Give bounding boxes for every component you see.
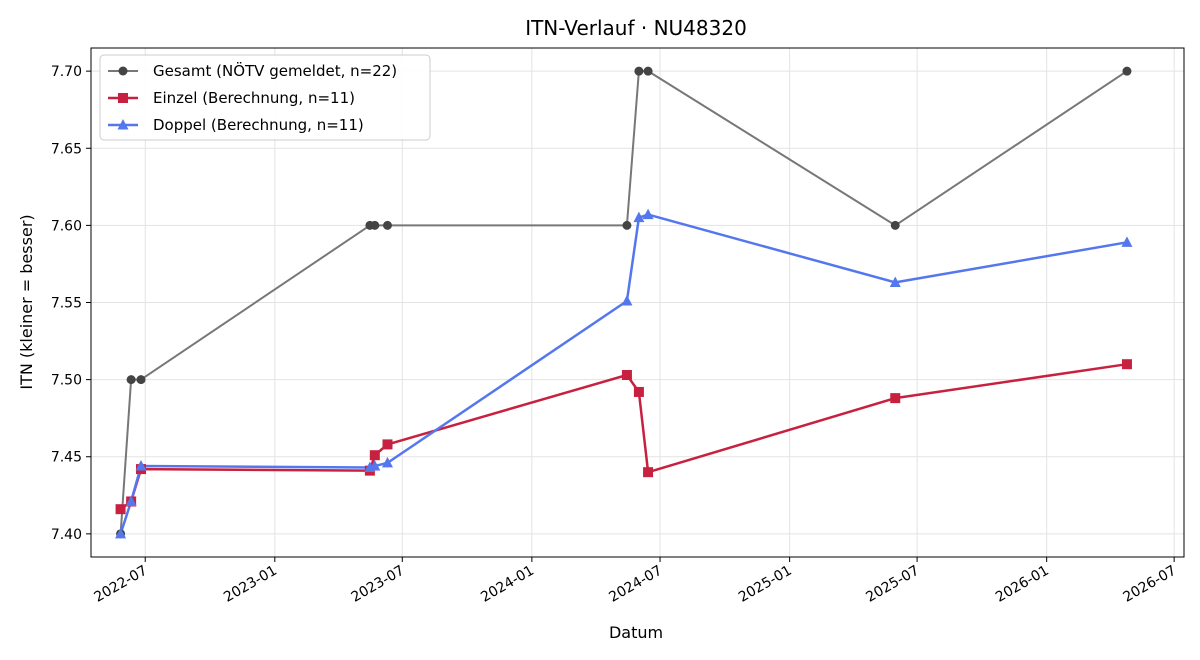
legend-box <box>99 54 431 141</box>
series-3-point <box>1121 236 1133 247</box>
series-1-point <box>643 66 653 76</box>
series-3-point <box>621 294 633 306</box>
legend-label: Einzel (Berechnung, n=11) <box>153 89 355 107</box>
legend-swatch-marker <box>118 93 128 103</box>
x-axis-label: Datum <box>609 623 663 642</box>
y-tick-label: 7.70 <box>51 64 82 80</box>
series-2-point <box>115 504 126 515</box>
series-1-point <box>634 66 644 76</box>
series-3-point <box>642 208 654 220</box>
series-3-point <box>115 527 127 539</box>
series-3-point <box>369 459 381 471</box>
series-2-point <box>890 393 901 404</box>
chart-title: ITN-Verlauf · NU48320 <box>525 16 747 40</box>
series-1-point <box>370 220 380 230</box>
series-2-point <box>633 386 644 397</box>
y-axis-ticks: 7.40 7.45 7.50 7.55 7.60 7.65 7.70 <box>51 64 91 543</box>
series-1-point <box>136 375 146 385</box>
series-3-point <box>125 495 137 506</box>
series-markers <box>115 66 1133 539</box>
y-tick-label: 7.50 <box>51 373 82 389</box>
series-2-point <box>369 450 380 461</box>
series-1-point <box>126 375 136 385</box>
y-tick-label: 7.40 <box>51 527 82 543</box>
series-1-point <box>622 220 632 230</box>
series-3-point <box>633 211 645 223</box>
series-3-point <box>381 456 393 468</box>
series-3-point <box>135 459 147 471</box>
y-tick-label: 7.55 <box>51 296 82 312</box>
y-tick-label: 7.60 <box>51 218 82 234</box>
y-axis-label: ITN (kleiner = besser) <box>17 214 36 389</box>
legend-label: Gesamt (NÖTV gemeldet, n=22) <box>153 61 397 80</box>
y-tick-label: 7.45 <box>51 450 82 466</box>
legend-swatch-marker <box>117 119 129 130</box>
legend-label: Doppel (Berechnung, n=11) <box>153 116 364 134</box>
series-2-point <box>382 439 393 450</box>
series-3-point <box>889 276 901 287</box>
series-2-point <box>621 369 632 380</box>
series-2-point <box>643 467 654 478</box>
legend-swatch-marker <box>118 66 128 76</box>
legend: Gesamt (NÖTV gemeldet, n=22) Einzel (Bere… <box>99 54 431 141</box>
y-tick-label: 7.65 <box>51 141 82 157</box>
series-1-point <box>382 220 392 230</box>
series-2-point <box>1121 359 1132 370</box>
series-1-point <box>1122 66 1132 76</box>
series-1-point <box>890 220 900 230</box>
